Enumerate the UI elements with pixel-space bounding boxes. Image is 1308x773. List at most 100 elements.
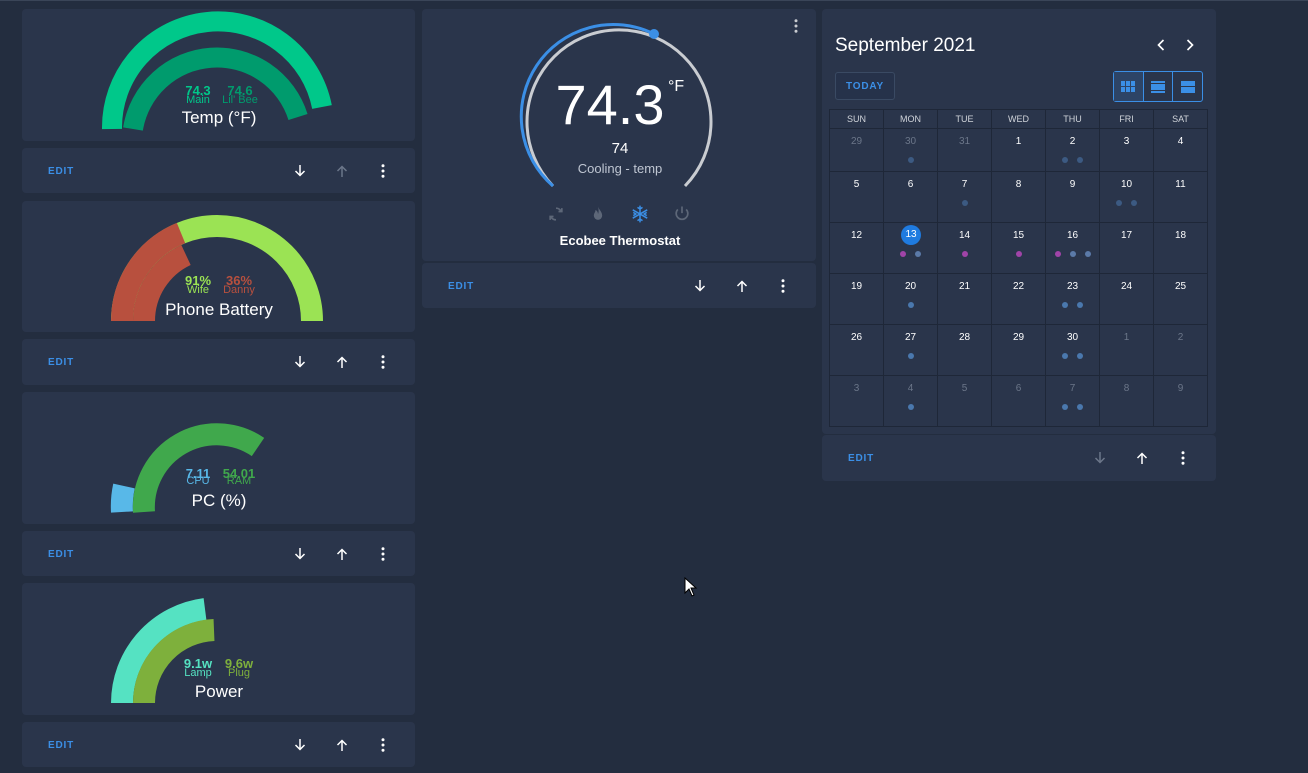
event-dot[interactable] xyxy=(961,200,968,206)
calendar-day[interactable]: 15 xyxy=(992,223,1046,274)
more-vert-icon[interactable] xyxy=(371,350,395,374)
calendar-day[interactable]: 3 xyxy=(1100,129,1154,172)
calendar-day[interactable]: 1 xyxy=(1100,325,1154,376)
more-vert-icon[interactable] xyxy=(371,159,395,183)
calendar-day[interactable]: 25 xyxy=(1154,274,1208,325)
move-down-icon[interactable] xyxy=(288,733,312,757)
move-up-icon[interactable] xyxy=(330,542,354,566)
event-dot[interactable] xyxy=(1015,251,1022,257)
calendar-day[interactable]: 8 xyxy=(1100,376,1154,427)
event-dot[interactable] xyxy=(907,353,914,359)
move-up-icon[interactable] xyxy=(330,159,354,183)
cool-snowflake-icon[interactable] xyxy=(630,204,650,224)
gauge-card-temp[interactable]: 74.3 74.6 Main Lil' Bee Temp (°F) xyxy=(22,9,415,141)
calendar-day[interactable]: 17 xyxy=(1100,223,1154,274)
event-dot[interactable] xyxy=(1077,353,1083,359)
event-dot[interactable] xyxy=(1062,404,1068,410)
event-dot[interactable] xyxy=(900,251,906,257)
calendar-day[interactable]: 21 xyxy=(938,274,992,325)
calendar-day[interactable]: 30 xyxy=(1046,325,1100,376)
event-dot[interactable] xyxy=(961,251,968,257)
month-view-icon[interactable] xyxy=(1114,72,1144,101)
more-vert-icon[interactable] xyxy=(371,542,395,566)
thermostat-more-icon[interactable] xyxy=(784,14,808,38)
event-dot[interactable] xyxy=(1077,302,1083,308)
calendar-day[interactable]: 7 xyxy=(1046,376,1100,427)
calendar-day[interactable]: 9 xyxy=(1154,376,1208,427)
more-vert-icon[interactable] xyxy=(371,733,395,757)
move-up-icon[interactable] xyxy=(330,350,354,374)
event-dot[interactable] xyxy=(1131,200,1137,206)
edit-button[interactable]: EDIT xyxy=(48,357,74,368)
calendar-day[interactable]: 19 xyxy=(830,274,884,325)
move-down-icon[interactable] xyxy=(288,350,312,374)
event-dot[interactable] xyxy=(915,251,921,257)
week-view-icon[interactable] xyxy=(1144,72,1174,101)
calendar-day[interactable]: 8 xyxy=(992,172,1046,223)
more-vert-icon[interactable] xyxy=(771,274,795,298)
event-dot[interactable] xyxy=(1054,251,1061,257)
power-icon[interactable] xyxy=(672,204,692,224)
calendar-day[interactable]: 6 xyxy=(884,172,938,223)
today-button[interactable]: TODAY xyxy=(835,72,895,100)
event-dot[interactable] xyxy=(907,404,914,410)
calendar-day[interactable]: 22 xyxy=(992,274,1046,325)
calendar-day[interactable]: 23 xyxy=(1046,274,1100,325)
event-dot[interactable] xyxy=(1062,157,1068,163)
gauge-card-pc[interactable]: 7.11 54.01 CPU RAM PC (%) xyxy=(22,392,415,524)
calendar-day[interactable]: 14 xyxy=(938,223,992,274)
calendar-day[interactable]: 7 xyxy=(938,172,992,223)
heat-flame-icon[interactable] xyxy=(588,204,608,224)
event-dot[interactable] xyxy=(1116,200,1122,206)
calendar-day[interactable]: 16 xyxy=(1046,223,1100,274)
chevron-right-icon[interactable] xyxy=(1180,35,1200,55)
edit-button[interactable]: EDIT xyxy=(48,166,74,177)
calendar-day[interactable]: 4 xyxy=(884,376,938,427)
move-up-icon[interactable] xyxy=(1130,446,1154,470)
calendar-day[interactable]: 11 xyxy=(1154,172,1208,223)
more-vert-icon[interactable] xyxy=(1171,446,1195,470)
calendar-day[interactable]: 3 xyxy=(830,376,884,427)
move-down-icon[interactable] xyxy=(1088,446,1112,470)
edit-button[interactable]: EDIT xyxy=(48,740,74,751)
calendar-day[interactable]: 1313 xyxy=(884,223,938,274)
auto-icon[interactable] xyxy=(546,204,566,224)
thermostat-dial[interactable] xyxy=(422,9,816,209)
calendar-day[interactable]: 2 xyxy=(1154,325,1208,376)
calendar-day[interactable]: 29 xyxy=(830,129,884,172)
event-dot[interactable] xyxy=(1077,404,1083,410)
event-dot[interactable] xyxy=(1069,251,1076,257)
gauge-card-phone-battery[interactable]: 91% 36% Wife Danny Phone Battery xyxy=(22,201,415,332)
calendar-day[interactable]: 28 xyxy=(938,325,992,376)
calendar-day[interactable]: 24 xyxy=(1100,274,1154,325)
calendar-day[interactable]: 29 xyxy=(992,325,1046,376)
calendar-day[interactable]: 2 xyxy=(1046,129,1100,172)
event-dot[interactable] xyxy=(1077,157,1083,163)
gauge-card-power[interactable]: 9.1w 9.6w Lamp Plug Power xyxy=(22,583,415,715)
calendar-day[interactable]: 12 xyxy=(830,223,884,274)
calendar-day[interactable]: 18 xyxy=(1154,223,1208,274)
event-dot[interactable] xyxy=(1084,251,1091,257)
event-dot[interactable] xyxy=(1062,302,1068,308)
calendar-day[interactable]: 20 xyxy=(884,274,938,325)
move-up-icon[interactable] xyxy=(730,274,754,298)
day-view-icon[interactable] xyxy=(1173,72,1202,101)
event-dot[interactable] xyxy=(907,302,914,308)
move-down-icon[interactable] xyxy=(688,274,712,298)
calendar-day[interactable]: 5 xyxy=(830,172,884,223)
move-up-icon[interactable] xyxy=(330,733,354,757)
calendar-day[interactable]: 27 xyxy=(884,325,938,376)
calendar-day[interactable]: 9 xyxy=(1046,172,1100,223)
calendar-day[interactable]: 31 xyxy=(938,129,992,172)
event-dot[interactable] xyxy=(907,157,914,163)
calendar-day[interactable]: 4 xyxy=(1154,129,1208,172)
calendar-day[interactable]: 5 xyxy=(938,376,992,427)
calendar-day[interactable]: 26 xyxy=(830,325,884,376)
calendar-day[interactable]: 10 xyxy=(1100,172,1154,223)
calendar-day[interactable]: 6 xyxy=(992,376,1046,427)
edit-button[interactable]: EDIT xyxy=(48,549,74,560)
calendar-day[interactable]: 1 xyxy=(992,129,1046,172)
move-down-icon[interactable] xyxy=(288,159,312,183)
chevron-left-icon[interactable] xyxy=(1151,35,1171,55)
edit-button[interactable]: EDIT xyxy=(848,453,874,464)
